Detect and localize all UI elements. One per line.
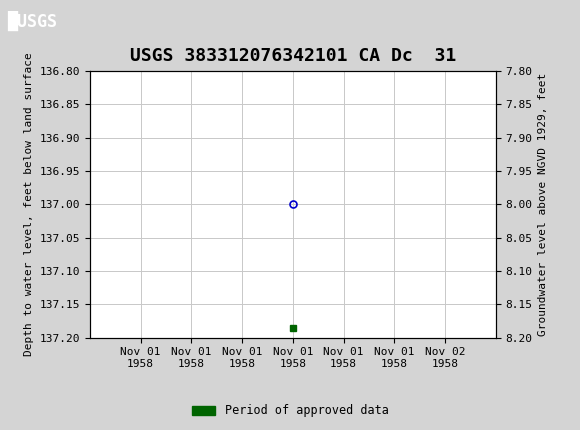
Title: USGS 383312076342101 CA Dc  31: USGS 383312076342101 CA Dc 31 — [130, 47, 456, 65]
Legend: Period of approved data: Period of approved data — [187, 399, 393, 422]
Y-axis label: Groundwater level above NGVD 1929, feet: Groundwater level above NGVD 1929, feet — [538, 73, 548, 336]
Y-axis label: Depth to water level, feet below land surface: Depth to water level, feet below land su… — [24, 52, 34, 356]
Text: █USGS: █USGS — [7, 10, 57, 31]
